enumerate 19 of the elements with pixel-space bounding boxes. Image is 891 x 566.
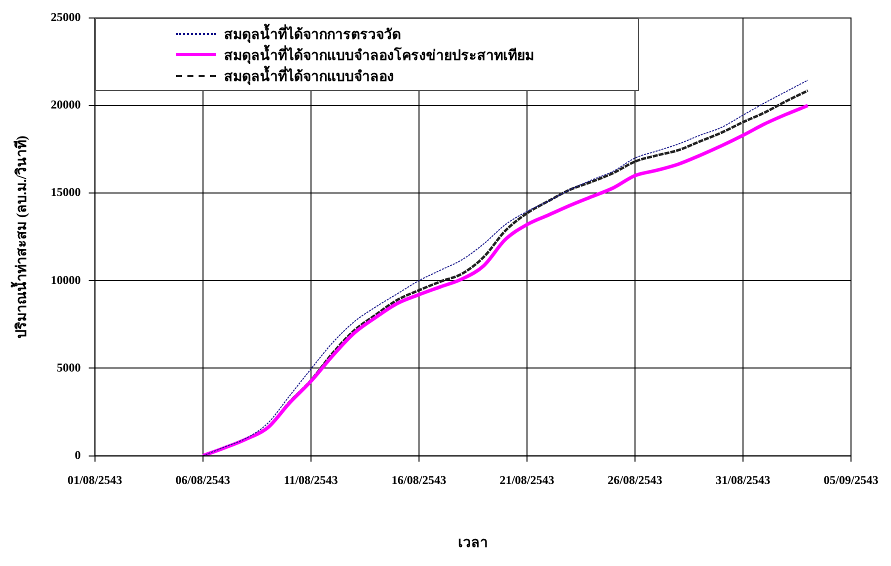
- y-tick-label: 20000: [50, 98, 81, 112]
- y-tick-label: 0: [74, 448, 81, 462]
- x-tick-label: 26/08/2543: [608, 473, 662, 488]
- x-axis-title: เวลา: [458, 536, 488, 552]
- y-axis-title: ปริมาณน้ำท่าสะสม (ลบ.ม./วินาที): [10, 135, 30, 338]
- x-tick-label: 21/08/2543: [500, 473, 554, 488]
- legend-label: สมดุลน้ำที่ได้จากแบบจำลอง: [224, 64, 394, 86]
- legend-label: สมดุลน้ำที่ได้จากการตรวจวัด: [224, 22, 401, 44]
- y-tick-label: 25000: [50, 10, 81, 24]
- x-tick-label: 01/08/2543: [67, 473, 122, 488]
- x-tick-label: 05/09/2543: [824, 473, 878, 488]
- x-tick-label: 11/08/2543: [284, 473, 338, 488]
- x-tick-label: 16/08/2543: [392, 473, 446, 488]
- y-tick-label: 10000: [50, 272, 81, 287]
- y-tick-label: 15000: [50, 185, 81, 200]
- x-tick-label: 31/08/2543: [716, 473, 770, 488]
- legend-label: สมดุลน้ำที่ได้จากแบบจำลองโครงข่ายประสาทเทียม: [224, 44, 534, 66]
- y-tick-label: 5000: [56, 360, 81, 374]
- x-tick-label: 06/08/2543: [175, 473, 230, 488]
